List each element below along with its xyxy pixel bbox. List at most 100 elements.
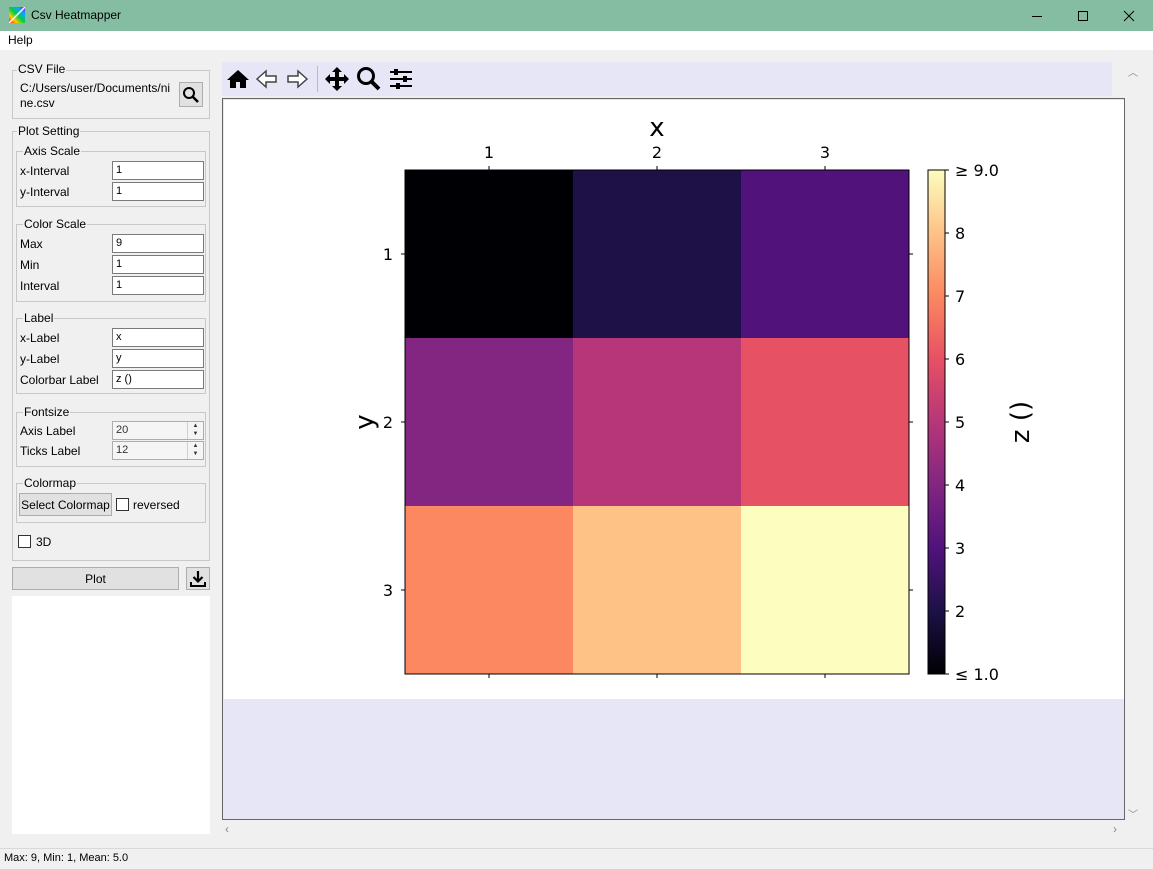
home-icon [227,70,249,88]
plot-setting-group [12,131,210,561]
x-interval-label: x-Interval [20,164,70,178]
configure-subplots-button[interactable] [387,64,415,94]
configure-subplots-icon [390,69,412,89]
x-tick-label: 3 [820,143,830,162]
colormap-group-title: Colormap [23,476,78,490]
forward-button[interactable] [283,64,311,94]
label-group-title: Label [23,311,55,325]
scroll-right-arrow[interactable]: › [1113,822,1117,836]
axis-scale-group [16,151,206,207]
max-label: Max [20,237,43,251]
pan-icon [325,67,349,91]
heatmap-cell [573,338,741,506]
menu-bar [0,31,1153,50]
search-icon [183,86,199,103]
colorbar-tick-label: 7 [955,287,965,306]
spin-up-icon[interactable]: ▲ [192,443,199,449]
minimize-button[interactable] [1014,0,1060,31]
axis-label-fontsize-spinbox[interactable]: 20 ▲ ▼ [112,421,204,440]
close-icon [1123,10,1135,21]
y-tick-label: 2 [383,413,393,432]
select-colormap-button[interactable]: Select Colormap [19,493,112,516]
3d-checkbox[interactable] [18,535,31,548]
spin-down-icon[interactable]: ▼ [192,431,199,437]
scroll-down-arrow[interactable]: ﹀ [1128,810,1138,821]
reversed-checkbox[interactable] [116,498,129,511]
y-label-label: y-Label [20,352,60,366]
y-interval-input[interactable]: 1 [112,182,204,201]
y-label-input[interactable]: y [112,349,204,368]
toolbar-separator [317,66,318,92]
status-bar [0,848,1153,869]
max-input[interactable]: 9 [112,234,204,253]
colorbar-label-label: Colorbar Label [20,373,99,387]
interval-label: Interval [20,279,60,293]
x-tick-label: 2 [652,143,662,162]
csv-file-group [12,70,210,119]
colorbar-gradient [927,169,946,675]
fontsize-group [16,412,206,467]
colorbar-label: z () [1006,401,1036,443]
y-tick-label: 3 [383,581,393,600]
colorbar-tick-label: ≥ 9.0 [955,161,999,180]
ticks-label-fontsize-label: Ticks Label [20,444,81,458]
axis-label-fontsize-value: 20 [116,424,129,436]
colorbar-tick-label: 3 [955,539,965,558]
spin-up-icon[interactable]: ▲ [192,423,199,429]
maximize-button[interactable] [1060,0,1106,31]
fontsize-group-title: Fontsize [23,405,71,419]
colorbar-tick-label: 6 [955,350,965,369]
menu-help[interactable]: Help [8,33,33,47]
3d-label: 3D [36,535,52,549]
pan-button[interactable] [323,64,351,94]
save-button[interactable] [186,567,210,590]
colormap-group [16,483,206,523]
heatmap-chart: 1 2 3 1 2 3 x y ≤ 1.0 2 3 4 5 6 7 8 ≥ 9.0 z () [350,113,1036,684]
csv-file-group-title: CSV File [17,62,67,76]
window-title: Csv Heatmapper [31,8,122,22]
plot-setting-group-title: Plot Setting [17,124,81,138]
maximize-icon [1078,10,1088,21]
log-panel [12,596,210,834]
colorbar-tick-label: 8 [955,224,965,243]
zoom-button[interactable] [355,64,383,94]
status-text: Max: 9, Min: 1, Mean: 5.0 [4,852,129,864]
axis-scale-title: Axis Scale [23,144,82,158]
heatmap-cell [741,506,909,674]
x-tick-label: 1 [484,143,494,162]
color-scale-group [16,224,206,302]
colorbar: ≤ 1.0 2 3 4 5 6 7 8 ≥ 9.0 z () [927,161,1036,684]
csv-file-path: C:/Users/user/Documents/nine.csv [20,81,171,110]
browse-button[interactable] [179,82,203,107]
x-label-input[interactable]: x [112,328,204,347]
color-scale-title: Color Scale [23,217,88,231]
heatmap-cell [405,506,573,674]
close-button[interactable] [1106,0,1152,31]
heatmap-cell [405,170,573,338]
heatmap-cell [573,170,741,338]
ticks-label-fontsize-spinbox[interactable]: 12 ▲ ▼ [112,441,204,460]
y-axis-label: y [350,414,380,429]
zoom-icon [357,67,381,91]
back-button[interactable] [253,64,281,94]
colorbar-tick-label: 4 [955,476,965,495]
x-axis-label: x [649,113,664,143]
colorbar-label-input[interactable]: z () [112,370,204,389]
y-interval-label: y-Interval [20,185,70,199]
download-icon [190,570,206,587]
heatmap-cell [741,170,909,338]
home-button[interactable] [224,64,252,94]
spin-down-icon[interactable]: ▼ [192,451,199,457]
plot-canvas[interactable]: 1 2 3 1 2 3 x y ≤ 1.0 2 3 4 5 6 7 8 ≥ 9.0 z () [222,98,1125,820]
scroll-left-arrow[interactable]: ‹ [225,822,229,836]
min-label: Min [20,258,40,272]
min-input[interactable]: 1 [112,255,204,274]
x-interval-input[interactable]: 1 [112,161,204,180]
figure: 1 2 3 1 2 3 x y ≤ 1.0 2 3 4 5 6 7 8 ≥ 9.0 z () [224,100,1124,699]
x-label-label: x-Label [20,331,60,345]
app-rainbow-icon [9,7,25,23]
plot-button[interactable]: Plot [12,567,179,590]
title-bar [0,0,1153,31]
scroll-up-arrow[interactable]: ︿ [1128,68,1138,79]
interval-input[interactable]: 1 [112,276,204,295]
